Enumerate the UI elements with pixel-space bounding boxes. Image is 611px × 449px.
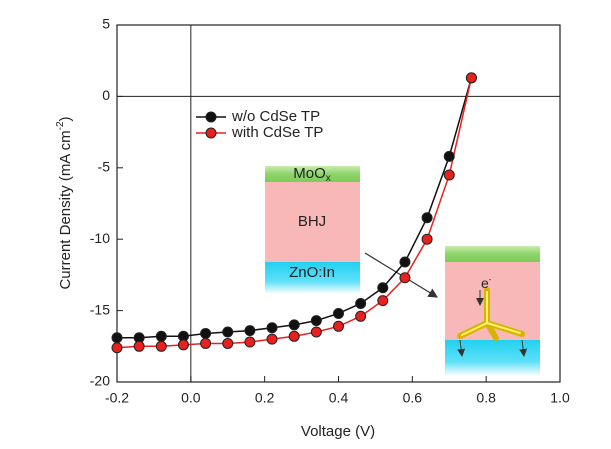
data-point [266, 333, 278, 345]
electron-label: e- [481, 275, 492, 291]
layer-label: MoOx [293, 165, 331, 184]
legend-label: with CdSe TP [231, 124, 323, 141]
data-point [310, 326, 322, 338]
data-point [355, 310, 367, 322]
y-tick-label: -15 [90, 301, 110, 317]
data-point [111, 332, 123, 344]
data-point [421, 233, 433, 245]
data-point [266, 322, 278, 334]
data-point [222, 337, 234, 349]
data-point [111, 342, 123, 354]
x-tick-label: 0.2 [255, 390, 275, 406]
y-tick-label: -10 [90, 230, 110, 246]
data-point [443, 150, 455, 162]
tetrapod-inset: e- [445, 246, 540, 376]
y-tick-label: 5 [102, 16, 110, 32]
x-tick-label: -0.2 [105, 390, 129, 406]
y-tick-label: -5 [98, 159, 111, 175]
data-point [355, 297, 367, 309]
data-point [244, 336, 256, 348]
x-tick-label: 0.4 [329, 390, 349, 406]
data-point [310, 315, 322, 327]
data-point [133, 340, 145, 352]
data-point [244, 325, 256, 337]
data-point [222, 326, 234, 338]
data-point [399, 272, 411, 284]
x-tick-label: 0.0 [181, 390, 201, 406]
x-tick-label: 0.6 [403, 390, 423, 406]
data-point [288, 319, 300, 331]
layer-label: ZnO:In [289, 264, 335, 281]
data-point [177, 339, 189, 351]
data-point [421, 212, 433, 224]
data-point [200, 327, 212, 339]
data-point [333, 307, 344, 319]
data-point [155, 330, 167, 342]
data-point [333, 320, 344, 332]
data-point [399, 256, 411, 268]
layer-label: BHJ [298, 213, 326, 230]
legend-label: w/o CdSe TP [231, 108, 320, 125]
y-axis-label: Current Density (mA cm-2) [55, 116, 74, 289]
legend-marker [205, 127, 217, 139]
data-point [288, 330, 300, 342]
y-tick-label: -20 [90, 373, 110, 389]
data-point [155, 340, 167, 352]
x-tick-label: 1.0 [550, 390, 570, 406]
x-axis-label: Voltage (V) [301, 423, 375, 440]
data-point [465, 72, 477, 84]
x-tick-label: 0.8 [476, 390, 496, 406]
data-point [377, 295, 389, 307]
device-stack: MoOx BHJ ZnO:In [265, 165, 439, 298]
data-point [443, 169, 455, 181]
y-tick-label: 0 [102, 87, 110, 103]
data-point [377, 282, 389, 294]
data-point [200, 337, 212, 349]
legend-marker [205, 111, 217, 123]
